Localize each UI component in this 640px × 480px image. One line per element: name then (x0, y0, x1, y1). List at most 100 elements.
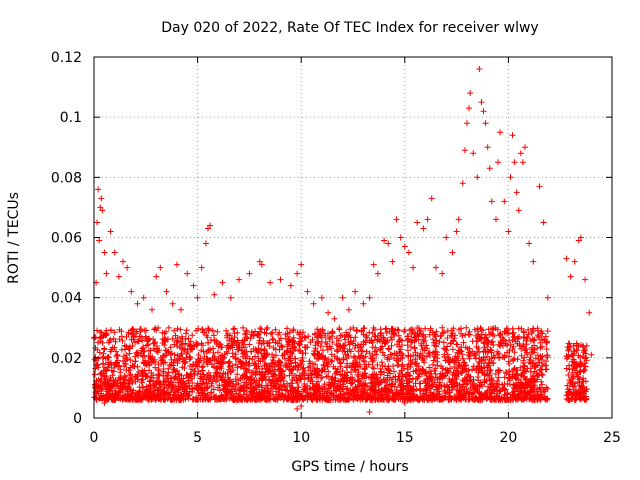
data-point (563, 255, 570, 262)
data-point (138, 347, 145, 354)
chart-title: Day 020 of 2022, Rate Of TEC Index for r… (161, 20, 538, 36)
data-point (347, 326, 354, 333)
data-point (414, 219, 421, 226)
data-point (379, 343, 386, 350)
data-point (478, 99, 485, 106)
data-point (252, 353, 258, 360)
data-point (325, 309, 332, 316)
data-point (139, 337, 146, 344)
data-point (112, 360, 119, 367)
data-point (420, 225, 427, 232)
data-point (476, 66, 483, 72)
data-point (459, 180, 466, 187)
data-point (586, 309, 593, 316)
data-point (421, 377, 428, 384)
data-point (236, 276, 242, 283)
data-point (503, 369, 509, 375)
data-point (205, 326, 212, 333)
data-point (360, 300, 367, 307)
data-point (401, 328, 408, 335)
data-point (268, 331, 275, 337)
data-point (194, 294, 201, 301)
data-point (168, 350, 175, 357)
y-tick-labels: 0 0.02 0.04 0.06 0.08 0.1 0.12 (51, 50, 82, 427)
y-tick-label: 0.08 (51, 170, 82, 186)
data-point (474, 325, 481, 332)
data-point (366, 409, 373, 415)
data-point (385, 345, 392, 352)
data-point (470, 150, 477, 157)
data-point (480, 340, 487, 347)
data-point (350, 324, 357, 331)
data-point (177, 326, 184, 333)
data-point (184, 270, 191, 277)
data-point (520, 363, 527, 370)
data-point (462, 332, 469, 338)
data-point (234, 371, 241, 378)
y-tick-label: 0.06 (51, 231, 82, 247)
data-point (514, 356, 521, 363)
data-point (461, 147, 468, 154)
data-point (92, 371, 98, 378)
data-point (469, 366, 476, 373)
data-point (535, 334, 542, 341)
data-point (269, 336, 276, 342)
data-point (169, 300, 176, 307)
data-point (134, 363, 141, 370)
data-point (493, 216, 499, 223)
data-point (482, 120, 489, 127)
data-point (199, 364, 205, 371)
data-point (103, 270, 110, 277)
data-point (430, 361, 436, 368)
data-point (298, 261, 305, 268)
data-point (425, 350, 432, 357)
data-point (312, 361, 318, 368)
data-point (144, 337, 151, 344)
data-point (507, 174, 514, 181)
data-point (352, 334, 359, 341)
data-point (506, 353, 513, 360)
data-point (133, 349, 140, 356)
data-point (495, 159, 501, 166)
data-point (189, 332, 196, 339)
data-point (353, 328, 360, 334)
data-point (439, 270, 446, 277)
data-point (111, 329, 118, 336)
data-point (231, 325, 238, 332)
data-point (394, 341, 401, 348)
data-point (530, 258, 537, 265)
data-point (436, 338, 443, 345)
data-point (187, 354, 194, 361)
data-point (543, 346, 550, 353)
data-point (411, 344, 418, 351)
data-point (246, 341, 253, 348)
data-point (198, 264, 205, 271)
data-point (134, 300, 141, 307)
data-point (152, 364, 159, 371)
data-point (149, 306, 155, 313)
data-point (474, 174, 481, 181)
data-point (464, 120, 470, 127)
x-axis-label: GPS time / hours (291, 459, 408, 475)
data-point (141, 327, 148, 334)
data-point (135, 368, 142, 375)
data-point (120, 258, 126, 265)
data-point (539, 372, 546, 378)
data-point (513, 189, 520, 196)
x-tick-label: 15 (396, 430, 414, 446)
data-point (463, 368, 470, 375)
x-tick-label: 20 (499, 430, 517, 446)
data-point (277, 276, 284, 283)
data-point (408, 326, 415, 333)
data-point (183, 327, 190, 334)
x-tick-label: 5 (193, 430, 202, 446)
data-point (258, 326, 265, 333)
data-point (460, 339, 467, 346)
data-point (95, 186, 102, 193)
data-point (540, 219, 547, 226)
data-point (471, 326, 478, 333)
data-point (466, 105, 472, 112)
data-point (257, 328, 263, 335)
data-point (484, 353, 491, 360)
data-point (484, 144, 491, 151)
